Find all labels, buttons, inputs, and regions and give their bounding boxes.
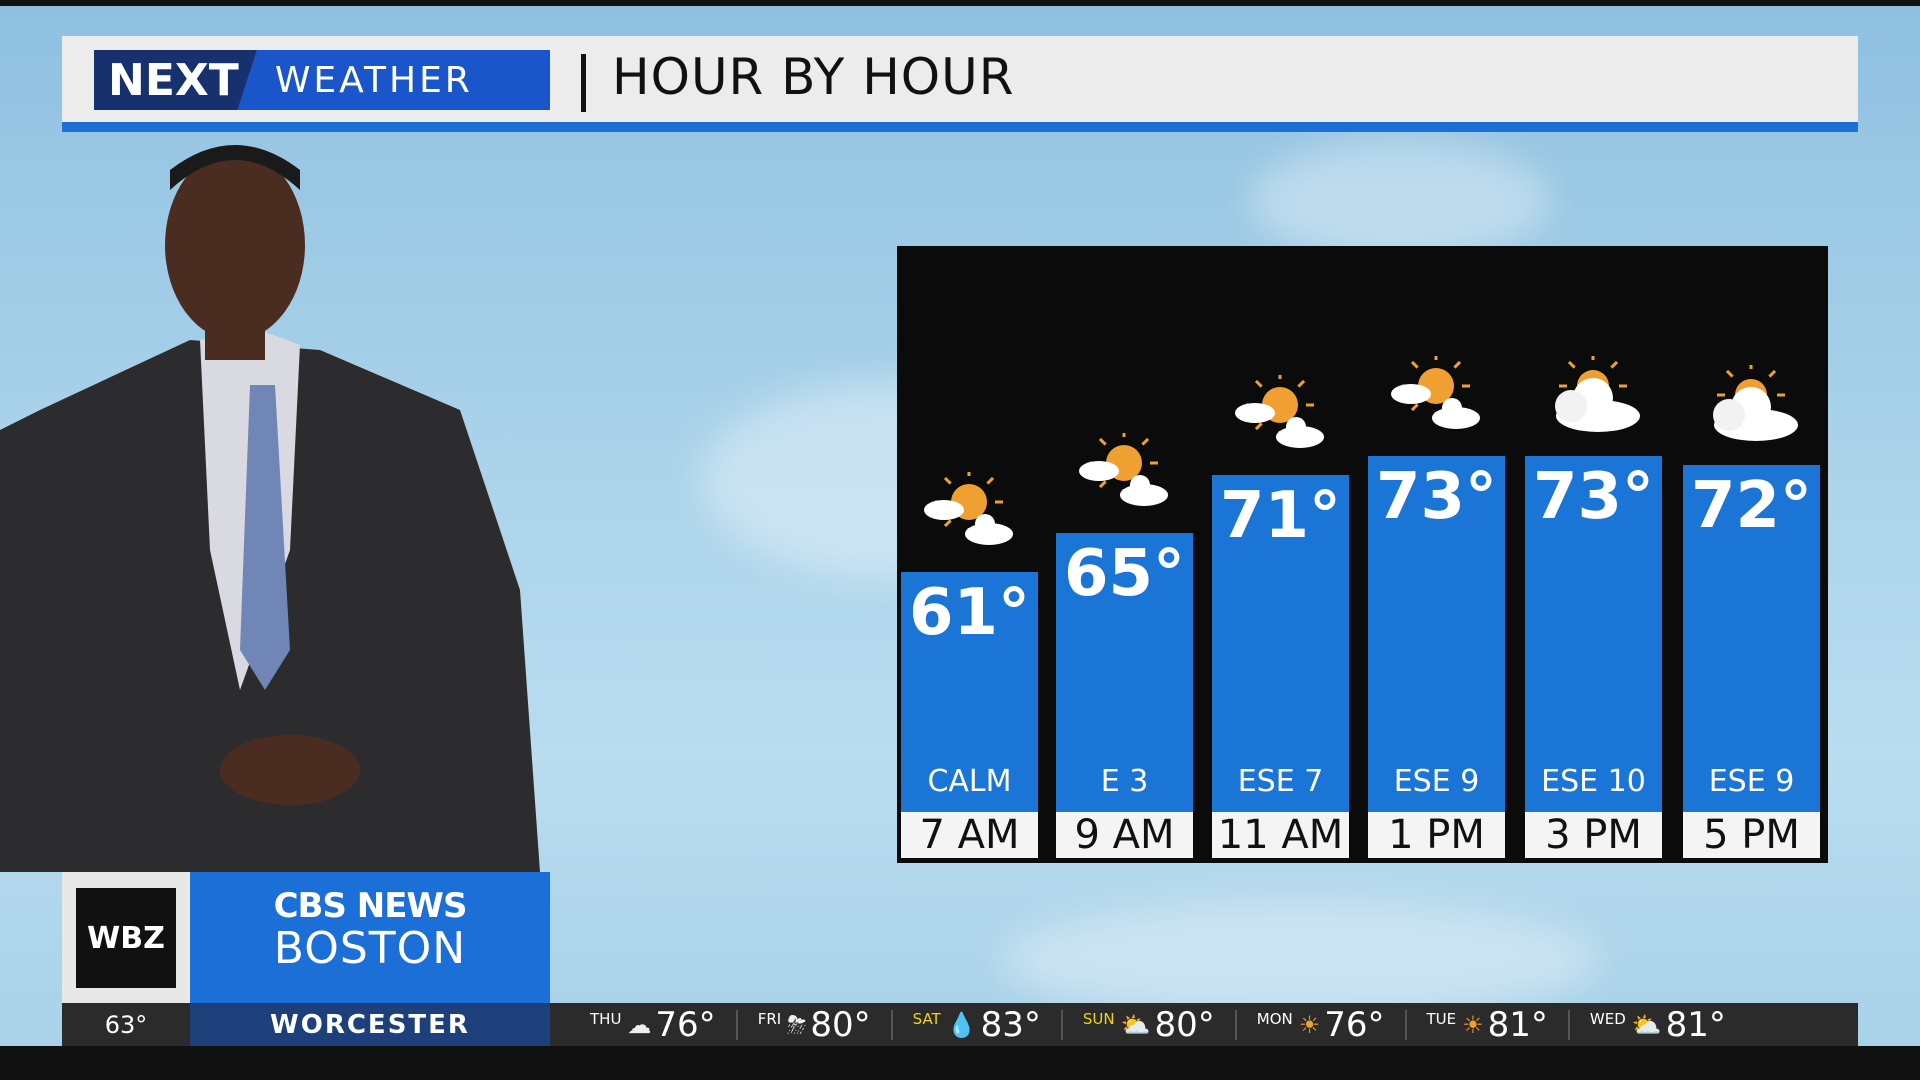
temp-label: 65° [1063,537,1186,612]
temp-label: 71° [1219,479,1342,554]
day-label: WED [1589,1009,1626,1028]
temp-label: 61° [908,576,1031,651]
wind-label: ESE 9 [1708,764,1795,799]
logo-next: NEXT [94,50,257,110]
day-label: MON [1256,1009,1293,1028]
bottom-border [0,1046,1920,1080]
partly-sunny-icon [1235,375,1324,449]
day-temp: 81° [1487,1004,1548,1045]
wind-label: E 3 [1100,764,1149,799]
next-weather-logo: NEXT WEATHER [94,50,550,110]
partly-sunny-icon [1079,433,1168,507]
forecast-day: TUE ☀ 81° [1407,1005,1570,1045]
forecast-ticker: 63° WORCESTER THU ☁ 76° FRI ⛈ 80° SAT 💧 … [62,1003,1858,1046]
presenter-image [0,145,540,872]
temp-label: 73° [1532,459,1655,534]
mostly-cloudy-icon [1713,365,1798,442]
cbs-news-boston-logo: CBS NEWS BOSTON [190,872,550,1003]
time-label: 5 PM [1683,812,1820,858]
temp-bar [901,572,1038,812]
wind-label: CALM [927,764,1012,799]
time-label: 1 PM [1368,812,1505,858]
partly-sunny-icon [924,472,1013,546]
network-label: CBS NEWS [273,886,468,926]
wbz-logo: WBZ [62,872,190,1003]
day-label: FRI [757,1009,782,1028]
wbz-label: WBZ [76,888,176,988]
day-temp: 76° [1324,1004,1385,1045]
temp-bar [1683,465,1820,812]
forecast-day: THU ☁ 76° [570,1005,738,1045]
rain-icon: 💧 [946,1010,977,1039]
background-cloud [1000,900,1600,1020]
sun-icon: ☀ [1462,1010,1484,1039]
day-label: SAT [912,1009,941,1028]
partly-sunny-icon [1391,355,1480,429]
hourly-chart-panel [897,246,1828,863]
background-cloud [1250,140,1550,260]
forecast-day: FRI ⛈ 80° [738,1005,893,1045]
time-label: 11 AM [1212,812,1349,858]
time-label: 3 PM [1525,812,1662,858]
wind-label: ESE 9 [1393,764,1480,799]
temp-bar [1212,475,1349,812]
time-label: 9 AM [1056,812,1193,858]
day-label: TUE [1426,1009,1457,1028]
partly-cloudy-icon: ⛅ [1120,1010,1151,1039]
page-title: HOUR BY HOUR [612,48,1015,106]
forecast-day: WED ⛅ 81° [1570,1005,1746,1045]
forecast-day: SAT 💧 83° [893,1005,1063,1045]
header-bar: NEXT WEATHER HOUR BY HOUR [62,36,1858,132]
day-label: SUN [1082,1009,1115,1028]
cloudy-icon: ☁ [627,1010,652,1039]
time-label: 7 AM [901,812,1038,858]
thunderstorm-icon: ⛈ [787,1010,807,1039]
temp-label: 72° [1690,469,1813,544]
sun-icon: ☀ [1298,1010,1321,1039]
temp-bar [1056,533,1193,812]
day-temp: 81° [1665,1004,1726,1045]
ticker-location: WORCESTER [190,1003,550,1046]
day-temp: 80° [810,1004,871,1045]
header-stripe [62,122,1858,132]
logo-weather: WEATHER [274,59,473,101]
day-label: THU [590,1009,622,1028]
day-temp: 80° [1154,1004,1215,1045]
wind-label: ESE 10 [1541,764,1646,799]
temp-label: 73° [1375,459,1498,534]
day-temp: 76° [655,1004,716,1045]
current-temp: 63° [104,1010,148,1039]
temp-bar [1525,455,1662,812]
day-temp: 83° [980,1004,1041,1045]
top-border [0,0,1920,6]
wind-label: ESE 7 [1237,764,1324,799]
city-label: BOSTON [273,923,467,974]
forecast-day: SUN ⛅ 80° [1063,1005,1237,1045]
temp-bar [1368,455,1505,812]
forecast-day: MON ☀ 76° [1237,1005,1407,1045]
partly-cloudy-icon: ⛅ [1631,1010,1662,1039]
divider [581,54,586,112]
mostly-cloudy-icon [1555,355,1640,432]
